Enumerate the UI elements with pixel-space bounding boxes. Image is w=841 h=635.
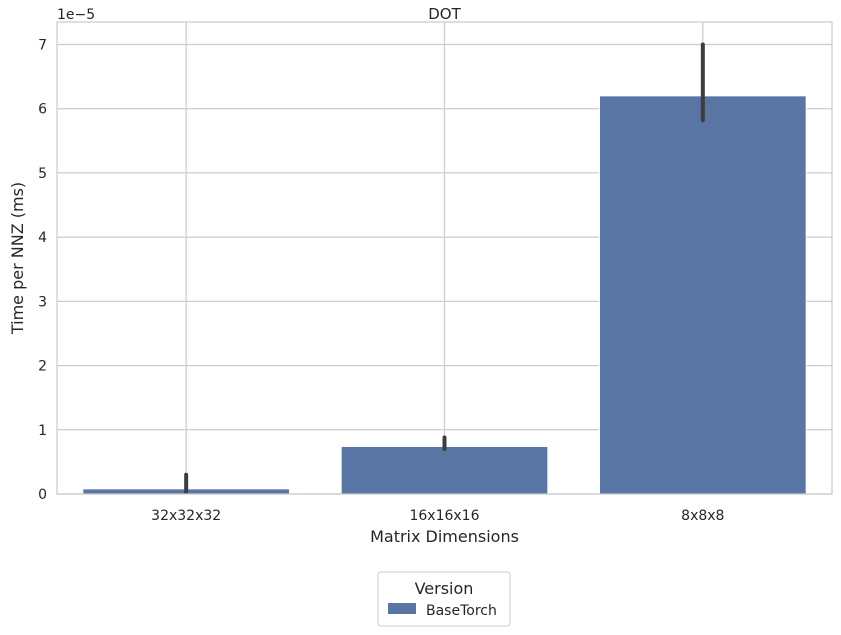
y-tick-label: 5 [38,166,47,182]
y-tick-label: 2 [38,359,47,375]
error-bars [184,42,705,495]
y-tick-label: 7 [38,37,47,53]
bar [599,95,807,495]
x-tick-label: 16x16x16 [409,508,479,524]
x-axis-label: Matrix Dimensions [370,527,519,546]
y-tick-label: 6 [38,102,47,118]
legend-title: Version [415,579,474,598]
plot-frame [56,21,833,495]
x-tick-label: 32x32x32 [151,508,221,524]
chart-title: DOT [428,5,461,23]
y-tick-label: 3 [38,294,47,310]
legend: Version BaseTorch [377,571,511,627]
bar [340,445,549,495]
y-tick-label: 4 [38,230,47,246]
y-tick-labels: 0 1 2 3 4 5 6 7 [38,37,47,503]
y-offset-text: 1e−5 [57,7,95,23]
y-tick-label: 1 [38,423,47,439]
x-tick-labels: 32x32x32 16x16x16 8x8x8 [151,508,724,524]
legend-label: BaseTorch [426,603,497,619]
x-tick-label: 8x8x8 [681,508,724,524]
y-tick-label: 0 [38,487,47,503]
legend-swatch [388,603,416,614]
y-axis-label: Time per NNZ (ms) [8,182,27,335]
